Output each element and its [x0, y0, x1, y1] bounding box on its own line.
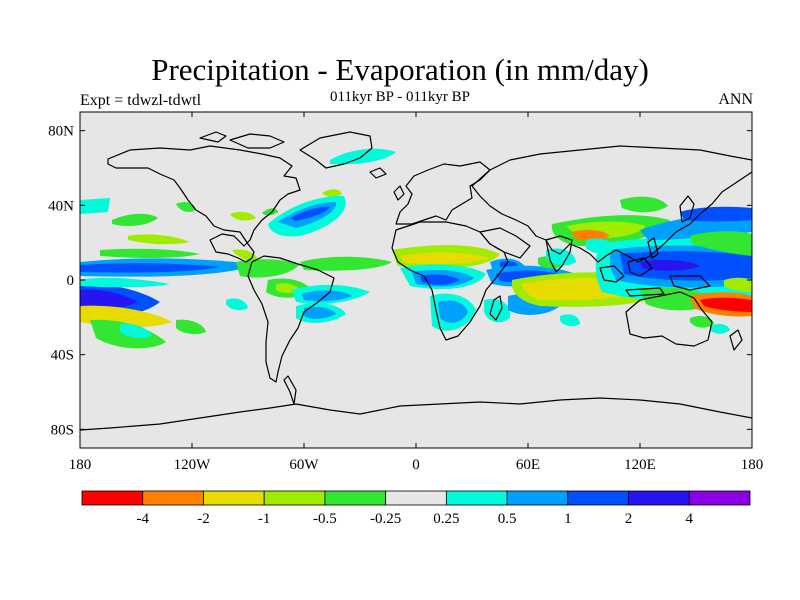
field-patch	[484, 298, 511, 323]
y-tick-label: 40S	[51, 348, 74, 364]
x-tick-label: 180	[69, 457, 92, 473]
axes: 80N 40N 0 40S 80S 180 120W 60W 0 60E 120E 180	[48, 112, 763, 473]
coastline	[393, 185, 405, 201]
field-contours	[80, 148, 752, 349]
field-patch	[226, 298, 248, 311]
y-tick-label: 0	[67, 273, 75, 289]
colorbar-swatch	[688, 490, 751, 506]
field-patch	[302, 290, 352, 302]
y-tick-label: 40N	[48, 198, 74, 214]
coastline	[545, 235, 573, 273]
map-title: Precipitation - Evaporation (in mm/day)	[151, 52, 649, 87]
coastline	[729, 329, 743, 351]
field-patch	[546, 248, 576, 266]
colorbar-label: -2	[197, 511, 210, 527]
field-patch	[176, 319, 206, 335]
field-patch	[290, 206, 330, 221]
field-patch	[400, 252, 490, 265]
field-patch	[80, 289, 138, 309]
field-patch	[690, 231, 752, 256]
colorbar-swatch	[628, 490, 690, 506]
coastline	[625, 291, 713, 347]
colorbar-label: 1	[564, 511, 572, 527]
colorbar-swatch	[81, 490, 144, 506]
coastline	[391, 221, 509, 341]
colorbar-label: 2	[625, 511, 633, 527]
coastline	[479, 227, 531, 259]
field-patch	[700, 297, 752, 312]
coastline	[489, 295, 503, 321]
colorbar: -4 -2 -1 -0.5 -0.25 0.25 0.5 1 2 4	[81, 490, 751, 527]
colorbar-swatch	[385, 490, 447, 506]
field-patch	[724, 277, 752, 292]
field-patch	[620, 196, 668, 213]
x-tick-label: 120E	[624, 457, 656, 473]
coastline	[299, 131, 373, 169]
colorbar-label: -1	[258, 511, 271, 527]
coastline	[229, 133, 285, 149]
field-patch	[120, 323, 152, 339]
coastline	[283, 375, 297, 405]
colorbar-swatch	[142, 490, 204, 506]
colorbar-label: 0.25	[433, 511, 459, 527]
y-tick-label: 80N	[48, 124, 74, 140]
field-patch	[80, 198, 110, 214]
field-patch	[572, 229, 610, 241]
y-tick-label: 80S	[51, 422, 74, 438]
field-patch	[128, 234, 190, 245]
field-patch	[438, 300, 468, 323]
coastline	[199, 131, 227, 143]
field-patch	[640, 259, 700, 271]
field-patch	[300, 256, 392, 271]
colorbar-label: 4	[686, 511, 694, 527]
coastline	[80, 397, 752, 431]
x-tick-label: 60W	[289, 457, 319, 473]
coastline	[625, 287, 665, 297]
colorbar-swatch	[263, 490, 326, 506]
map-subtitle: 011kyr BP - 011kyr BP	[329, 89, 470, 105]
field-patch	[262, 208, 278, 216]
field-patch	[230, 211, 256, 221]
field-patch	[330, 148, 396, 165]
season-label: ANN	[718, 91, 753, 108]
field-patch	[304, 306, 336, 319]
colorbar-swatch	[203, 490, 265, 506]
field-patch	[80, 263, 220, 273]
field-patch	[710, 323, 730, 334]
field-patch	[690, 316, 714, 328]
colorbar-label: -4	[136, 511, 149, 527]
x-tick-label: 120W	[174, 457, 212, 473]
field-patch	[80, 277, 170, 288]
field-patch	[420, 274, 460, 285]
x-tick-label: 180	[741, 457, 764, 473]
coastline	[247, 255, 335, 383]
coastline	[471, 145, 752, 263]
coastline	[647, 237, 659, 259]
coastline	[599, 265, 625, 283]
x-tick-label: 60E	[516, 457, 540, 473]
field-patch	[322, 189, 342, 197]
coastlines	[80, 131, 752, 431]
coastline	[627, 257, 653, 277]
x-tick-label: 0	[412, 457, 420, 473]
coastline	[679, 195, 695, 223]
coastline	[669, 275, 711, 291]
colorbar-label: 0.5	[498, 511, 517, 527]
field-patch	[680, 206, 752, 222]
colorbar-swatch	[506, 490, 569, 506]
field-patch	[560, 314, 580, 327]
coastline	[107, 145, 301, 263]
colorbar-swatch	[445, 490, 508, 506]
colorbar-label: -0.25	[370, 511, 401, 527]
colorbar-label: -0.5	[313, 511, 337, 527]
experiment-label: Expt = tdwzl-tdwtl	[80, 92, 202, 109]
colorbar-swatch	[567, 490, 629, 506]
colorbar-swatch	[324, 490, 387, 506]
field-patch	[112, 213, 158, 226]
field-patch	[100, 248, 200, 258]
coastline	[369, 167, 387, 179]
